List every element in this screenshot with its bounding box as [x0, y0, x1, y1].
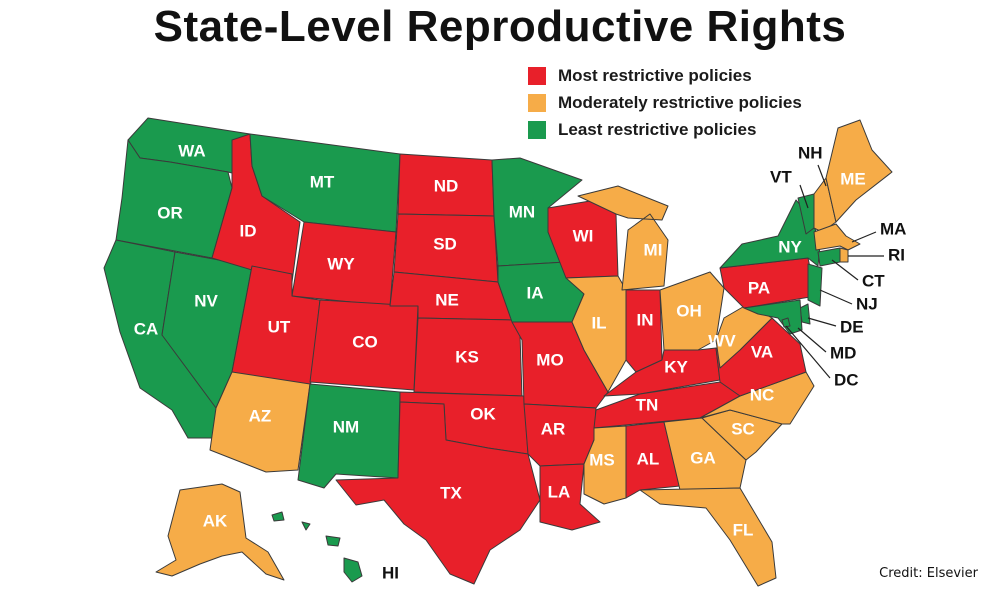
label-FL: FL [733, 520, 754, 539]
label-SC: SC [731, 419, 755, 438]
label-AZ: AZ [249, 406, 272, 425]
label-SD: SD [433, 234, 457, 253]
state-WV [715, 303, 773, 369]
label-MA: MA [880, 219, 906, 238]
label-NC: NC [750, 385, 775, 404]
leader-MA [851, 231, 877, 243]
label-OH: OH [676, 301, 702, 320]
label-WV: WV [708, 331, 736, 350]
label-NE: NE [435, 290, 459, 309]
label-VA: VA [751, 342, 773, 361]
label-OK: OK [470, 404, 496, 423]
state-KY [603, 347, 721, 397]
label-HI: HI [382, 563, 399, 582]
state-GA [663, 417, 747, 491]
label-TN: TN [636, 395, 659, 414]
legend-item-moderate: Moderately restrictive policies [528, 89, 802, 116]
leader-NH [817, 164, 827, 187]
leader-NJ [819, 289, 853, 305]
state-MA [813, 223, 861, 251]
label-ND: ND [434, 176, 459, 195]
state-AK [155, 483, 285, 581]
label-CA: CA [134, 319, 159, 338]
label-MD: MD [830, 343, 856, 362]
label-IL: IL [591, 313, 606, 332]
legend-label-moderate: Moderately restrictive policies [558, 92, 802, 112]
label-AK: AK [203, 511, 228, 530]
label-PA: PA [748, 278, 770, 297]
label-NV: NV [194, 291, 218, 310]
label-NY: NY [778, 237, 802, 256]
state-RI [839, 247, 849, 263]
label-NJ: NJ [856, 294, 878, 313]
label-KS: KS [455, 347, 479, 366]
label-leader-lines [785, 164, 884, 379]
label-MS: MS [589, 450, 615, 469]
label-OR: OR [157, 203, 183, 222]
state-AL [625, 421, 681, 499]
leader-VT [799, 184, 809, 209]
label-WY: WY [327, 254, 355, 273]
state-IN [625, 289, 663, 373]
state-TX [335, 401, 541, 585]
legend: Most restrictive policies Moderately res… [528, 62, 802, 143]
label-CT: CT [862, 271, 885, 290]
label-MO: MO [536, 350, 563, 369]
label-NH: NH [798, 143, 823, 162]
label-WA: WA [178, 141, 205, 160]
credit-note: Credit: Elsevier [879, 566, 978, 581]
label-AR: AR [541, 419, 566, 438]
state-NJ [807, 263, 823, 307]
legend-item-least: Least restrictive policies [528, 116, 802, 143]
label-NM: NM [333, 417, 359, 436]
state-KS [413, 317, 523, 397]
legend-item-most: Most restrictive policies [528, 62, 802, 89]
label-UT: UT [268, 317, 291, 336]
state-DC [781, 317, 791, 328]
state-labels: WA OR CA NV ID MT WY UT CO AZ NM ND SD N… [134, 141, 907, 582]
label-CO: CO [352, 332, 378, 351]
label-WI: WI [573, 226, 594, 245]
state-ME [825, 119, 893, 223]
label-LA: LA [548, 482, 571, 501]
legend-swatch-moderate [528, 93, 546, 112]
label-IN: IN [637, 310, 654, 329]
legend-swatch-least [528, 120, 546, 139]
state-FL [639, 487, 777, 587]
legend-label-least: Least restrictive policies [558, 119, 757, 139]
label-KY: KY [664, 357, 688, 376]
label-AL: AL [637, 449, 660, 468]
label-MN: MN [509, 202, 535, 221]
label-DE: DE [840, 317, 864, 336]
label-MT: MT [310, 172, 335, 191]
leader-DE [807, 317, 837, 327]
label-ID: ID [240, 221, 257, 240]
label-MI: MI [644, 240, 663, 259]
label-TX: TX [440, 483, 462, 502]
legend-label-most: Most restrictive policies [558, 65, 752, 85]
leader-DC [785, 325, 831, 379]
label-GA: GA [690, 448, 716, 467]
state-HI [271, 511, 363, 583]
label-IA: IA [527, 283, 544, 302]
label-VT: VT [770, 167, 792, 186]
label-RI: RI [888, 245, 905, 264]
map-title: State-Level Reproductive Rights [153, 2, 847, 51]
leader-MD [797, 327, 827, 353]
label-DC: DC [834, 370, 859, 389]
state-MI [577, 185, 669, 291]
state-IL [565, 275, 627, 393]
label-ME: ME [840, 169, 866, 188]
legend-swatch-most [528, 66, 546, 85]
leader-CT [831, 259, 859, 281]
